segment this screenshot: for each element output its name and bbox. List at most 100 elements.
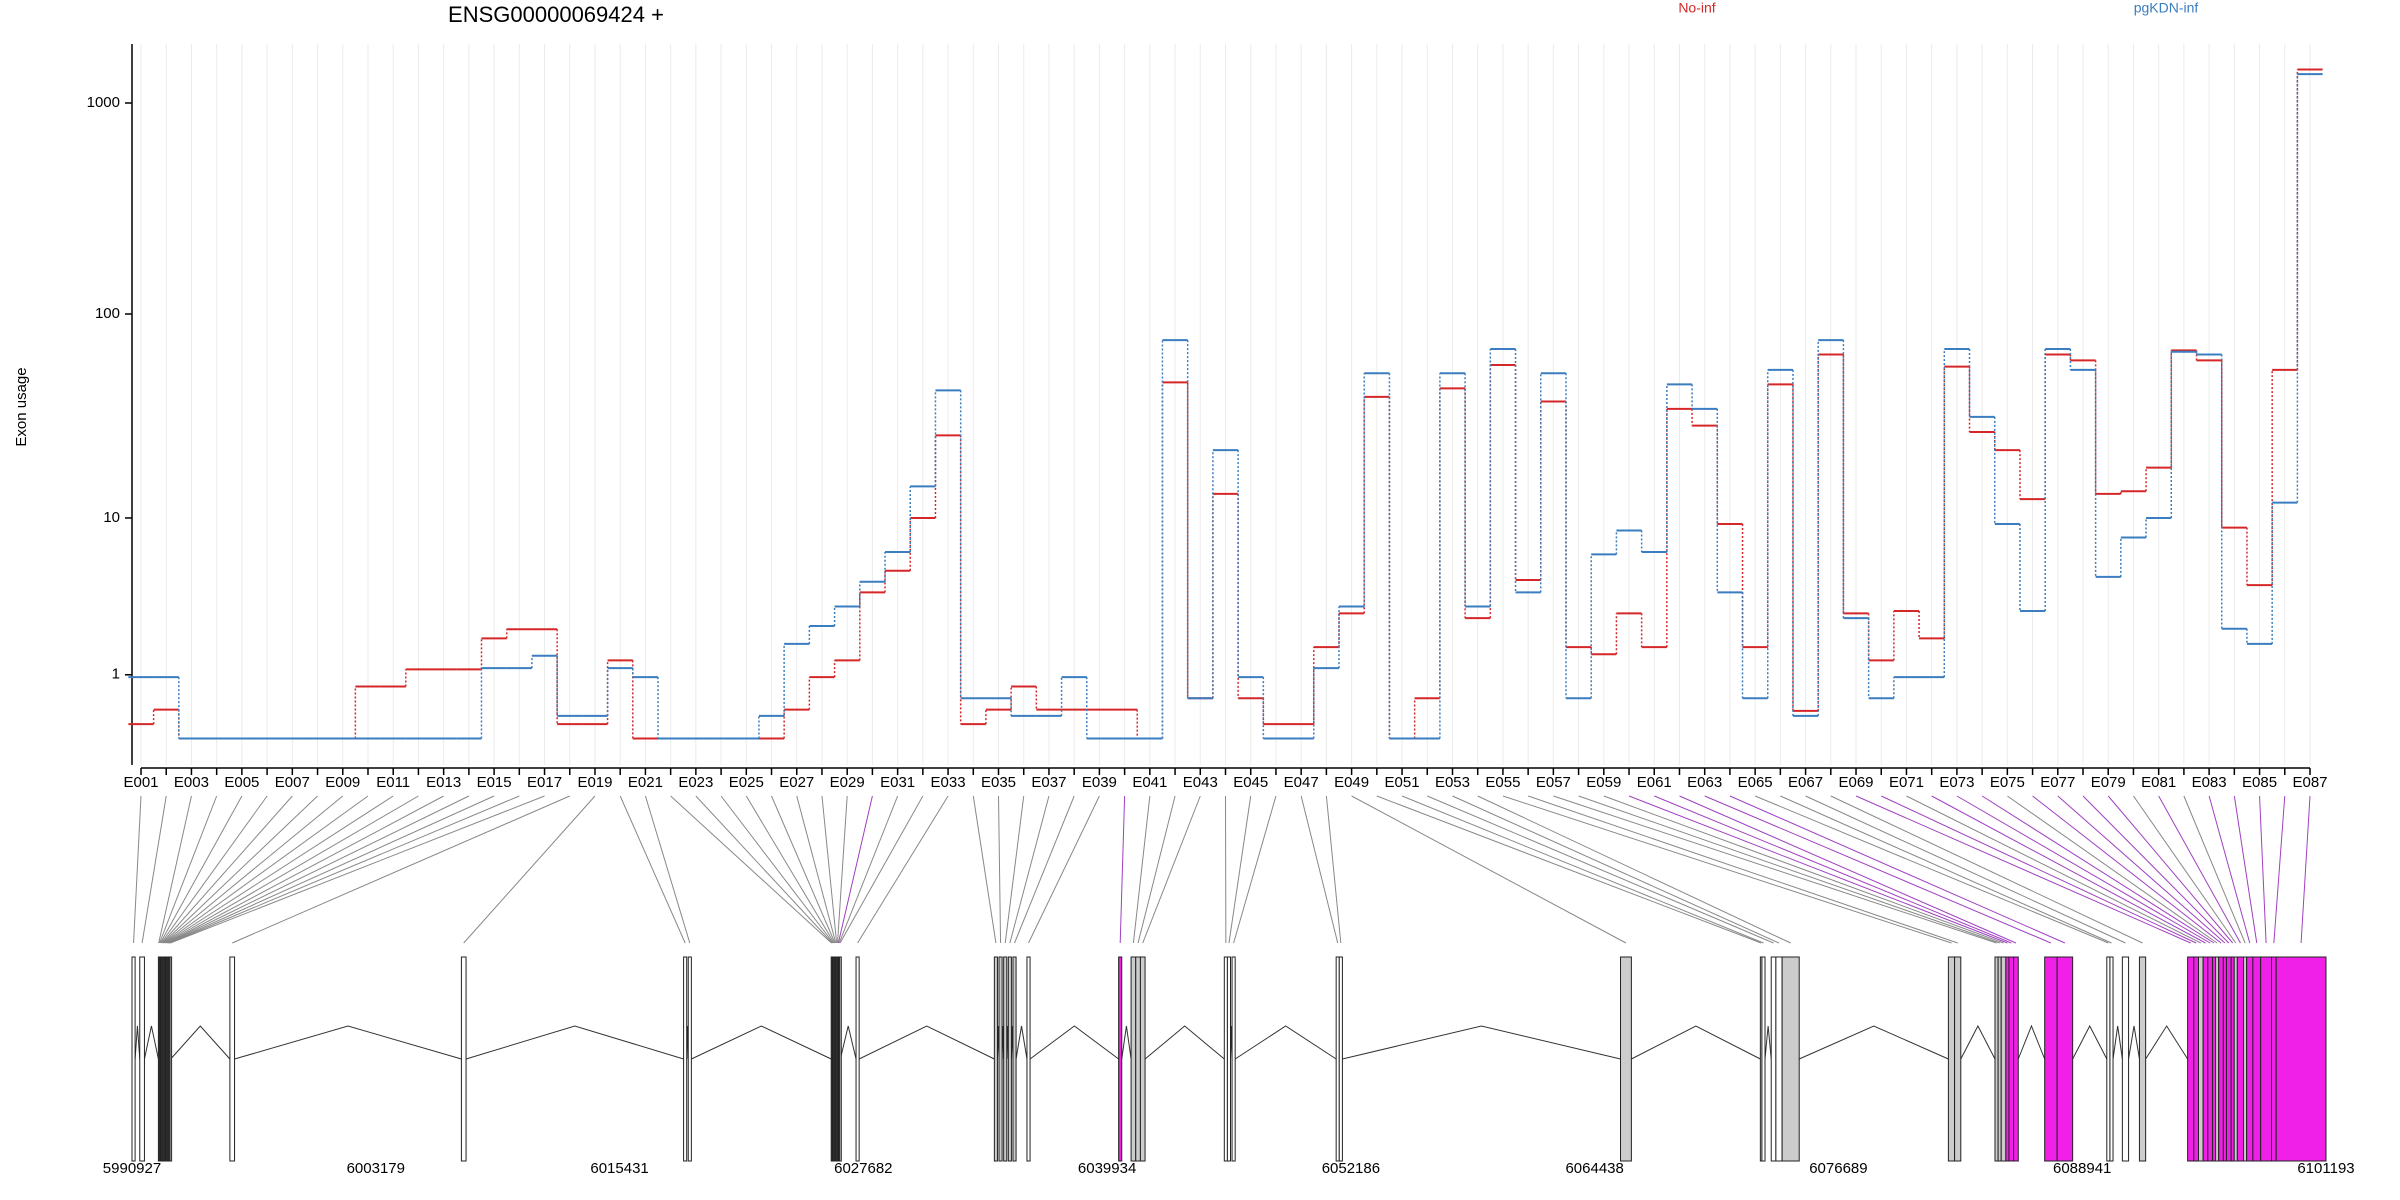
intron (1342, 1025, 1621, 1060)
exon-link (1452, 795, 1780, 944)
intron (2072, 1024, 2108, 1060)
genomic-tick-label: 6064438 (1565, 1160, 1623, 1177)
exon-link (1855, 795, 2191, 944)
exon-box (2138, 956, 2147, 1162)
exon-link (1780, 795, 2112, 944)
exon-link (1427, 795, 1774, 944)
x-tick-label: E053 (1435, 774, 1470, 791)
exon-link (2273, 795, 2286, 944)
exon-box (2109, 956, 2114, 1162)
exon-link (2057, 795, 2226, 944)
exon-box (2187, 956, 2195, 1162)
exon-link (1628, 795, 2008, 944)
genomic-tick-label: 6101193 (2297, 1160, 2354, 1177)
exon-link (720, 795, 834, 944)
exon-link (1679, 795, 2017, 944)
exon-box (2275, 956, 2327, 1162)
exon-link (1228, 795, 1252, 944)
exon-box (131, 956, 136, 1162)
exon-box (2236, 956, 2245, 1162)
exon-box (2252, 956, 2262, 1162)
exon-link (1009, 795, 1050, 944)
legend-label: No-inf (1678, 0, 1715, 16)
exon-box (169, 956, 173, 1162)
x-tick-label: E041 (1132, 774, 1167, 791)
x-tick-label: E047 (1284, 774, 1319, 791)
exon-box (2218, 956, 2224, 1162)
x-tick-label: E025 (729, 774, 764, 791)
exon-link (1028, 795, 1100, 944)
exon-box (1761, 956, 1766, 1162)
x-tick-label: E051 (1385, 774, 1420, 791)
intron (170, 1025, 231, 1060)
x-tick-label: E079 (2091, 774, 2126, 791)
exon-box (1770, 956, 1777, 1162)
exon-box (2225, 956, 2232, 1162)
exon-box (687, 956, 692, 1162)
exon-box (460, 956, 467, 1162)
exon-link (619, 795, 686, 944)
exon-box (2260, 956, 2273, 1162)
x-tick-label: E021 (628, 774, 663, 791)
exon-link (2233, 795, 2258, 944)
x-tick-label: E019 (577, 774, 612, 791)
exon-box (1026, 956, 1031, 1162)
exon-box (1947, 956, 1956, 1162)
exon-link (1881, 795, 2197, 944)
intron (1234, 1025, 1337, 1060)
x-tick-label: E035 (981, 774, 1016, 791)
x-tick-label: E073 (1939, 774, 1974, 791)
exon-link (2208, 795, 2251, 944)
exon-link (821, 795, 838, 944)
exon-link (1233, 795, 1277, 944)
intron (2145, 1025, 2189, 1060)
exon-box (993, 956, 998, 1162)
exon-link (164, 795, 369, 944)
exon-link (2107, 795, 2234, 944)
exon-box (1135, 956, 1141, 1162)
exon-link (1729, 795, 2066, 944)
x-tick-label: E057 (1536, 774, 1571, 791)
y-tick-label: 1 (112, 666, 120, 683)
x-tick-label: E071 (1889, 774, 1924, 791)
genomic-tick-label: 6003179 (347, 1160, 405, 1177)
exon-box (2207, 956, 2213, 1162)
intron (1631, 1025, 1761, 1060)
x-tick-label: E069 (1838, 774, 1873, 791)
x-tick-label: E013 (426, 774, 461, 791)
exon-link (1981, 795, 2215, 944)
exon-box (1954, 956, 1962, 1162)
exon-link (2300, 795, 2311, 944)
exon-link (771, 795, 836, 944)
exon-box (2044, 956, 2058, 1162)
intron (691, 1025, 832, 1060)
exon-box (2013, 956, 2019, 1162)
exon-box (2193, 956, 2199, 1162)
genomic-tick-label: 6052186 (1322, 1160, 1380, 1177)
x-tick-label: E043 (1183, 774, 1218, 791)
x-tick-label: E031 (880, 774, 915, 791)
intron (1015, 1025, 1028, 1060)
exon-box (839, 956, 842, 1162)
exon-link (1805, 795, 2126, 944)
exon-link (1325, 795, 1342, 944)
exon-box (2271, 956, 2277, 1162)
exon-link (1137, 795, 1176, 944)
y-axis-label: Exon usage (13, 367, 30, 446)
genomic-tick-label: 6088941 (2053, 1160, 2111, 1177)
exon-link (1119, 795, 1126, 944)
exon-box (229, 956, 236, 1162)
legend-label: pgKDN-inf (2134, 0, 2199, 16)
exon-link (160, 795, 268, 944)
intron (465, 1025, 684, 1060)
exon-link (170, 795, 545, 944)
exon-link (166, 795, 444, 944)
x-tick-label: E017 (527, 774, 562, 791)
exon-link (1477, 795, 1791, 944)
exon-link (2158, 795, 2241, 944)
intron (134, 1025, 141, 1060)
exon-link (161, 795, 293, 944)
exon-box (2197, 956, 2204, 1162)
x-tick-label: E085 (2242, 774, 2277, 791)
